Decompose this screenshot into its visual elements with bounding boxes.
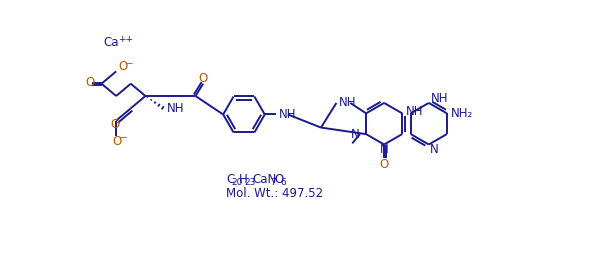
Text: NH: NH — [167, 102, 184, 115]
Text: C: C — [226, 173, 235, 186]
Text: O: O — [85, 76, 94, 90]
Text: 7: 7 — [270, 178, 276, 187]
Text: NH₂: NH₂ — [451, 107, 473, 120]
Text: N: N — [430, 143, 439, 156]
Text: 6: 6 — [280, 178, 286, 187]
Text: −: − — [118, 133, 127, 143]
Text: N: N — [351, 128, 360, 141]
Text: O: O — [118, 60, 128, 73]
Text: CaN: CaN — [253, 173, 276, 186]
Text: N: N — [380, 143, 389, 156]
Text: 23: 23 — [245, 178, 256, 187]
Text: Ca: Ca — [103, 35, 119, 49]
Text: 20: 20 — [232, 178, 243, 187]
Text: NH: NH — [279, 108, 296, 121]
Text: NH: NH — [431, 92, 448, 105]
Text: NH: NH — [406, 105, 423, 118]
Text: Mol. Wt.: 497.52: Mol. Wt.: 497.52 — [226, 187, 324, 199]
Text: H: H — [239, 173, 248, 186]
Text: O: O — [112, 135, 122, 148]
Text: O: O — [275, 173, 284, 186]
Text: ++: ++ — [118, 34, 134, 44]
Text: O: O — [380, 158, 389, 171]
Text: −: − — [125, 59, 133, 69]
Text: O: O — [110, 118, 119, 131]
Text: O: O — [199, 72, 208, 85]
Text: NH: NH — [338, 96, 356, 109]
